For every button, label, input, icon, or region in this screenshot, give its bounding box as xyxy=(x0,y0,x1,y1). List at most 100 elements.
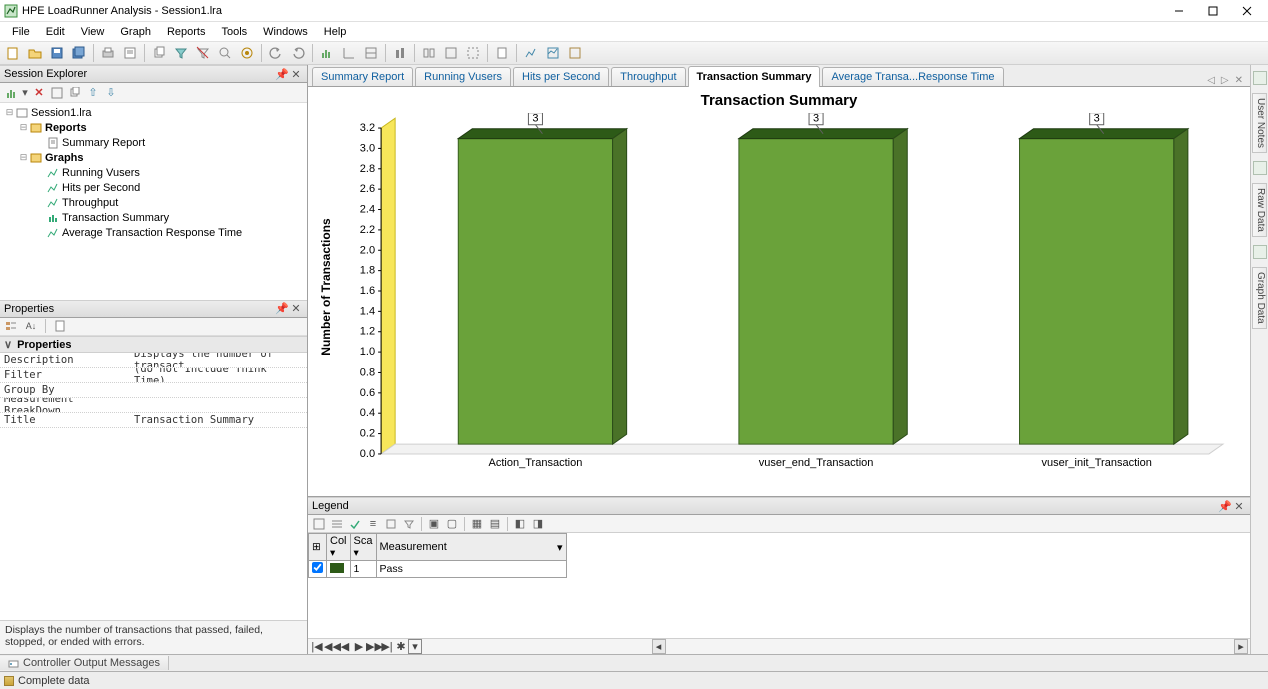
tab-running-vusers[interactable]: Running Vusers xyxy=(415,67,511,86)
prop-row[interactable]: Filter(do not Include Think Time) xyxy=(0,368,307,383)
tool-save-icon[interactable] xyxy=(47,43,67,63)
add-icon[interactable] xyxy=(2,84,20,102)
tool-redo-icon[interactable] xyxy=(288,43,308,63)
legend-tool-icon[interactable] xyxy=(382,515,400,533)
rail-icon[interactable] xyxy=(1253,161,1267,175)
tool-clear-filter-icon[interactable] xyxy=(193,43,213,63)
tree-graph-transaction-summary[interactable]: Transaction Summary xyxy=(0,210,307,225)
tool-graph-c-icon[interactable] xyxy=(565,43,585,63)
legend-tool-icon[interactable]: ≡ xyxy=(364,515,382,533)
tool-export-icon[interactable] xyxy=(492,43,512,63)
tree-graph-running-vusers[interactable]: Running Vusers xyxy=(0,165,307,180)
tab-throughput[interactable]: Throughput xyxy=(611,67,685,86)
tool-options-icon[interactable] xyxy=(237,43,257,63)
rail-user-notes[interactable]: User Notes xyxy=(1252,93,1267,153)
legend-header-measurement[interactable]: Measurement▾ xyxy=(376,534,566,561)
rail-raw-data[interactable]: Raw Data xyxy=(1252,183,1267,237)
tab-next-icon[interactable]: ▷ xyxy=(1218,75,1232,86)
tool-report-icon[interactable] xyxy=(120,43,140,63)
pin-icon[interactable]: 📌 xyxy=(275,68,289,81)
up-icon[interactable]: ⇧ xyxy=(84,84,102,102)
refresh2-icon[interactable] xyxy=(48,84,66,102)
scroll-left-icon[interactable]: ◂ xyxy=(652,639,666,654)
tool-merge-icon[interactable] xyxy=(419,43,439,63)
categorize-icon[interactable] xyxy=(2,317,20,335)
tab-close-icon[interactable]: ✕ xyxy=(1232,75,1246,86)
prop-row[interactable]: Measurement BreakDown xyxy=(0,398,307,413)
tool-chart3-icon[interactable] xyxy=(361,43,381,63)
tab-prev-icon[interactable]: ◁ xyxy=(1204,75,1218,86)
pin-icon[interactable]: 📌 xyxy=(275,302,289,315)
dropdown-icon[interactable]: ▾ xyxy=(20,84,30,102)
legend-header-scale[interactable]: Sca ▾ xyxy=(350,534,376,561)
minimize-button[interactable] xyxy=(1162,1,1196,21)
tool-graph-a-icon[interactable] xyxy=(521,43,541,63)
menu-help[interactable]: Help xyxy=(316,25,355,39)
play-fwd-icon[interactable]: ▶ xyxy=(352,640,366,653)
menu-reports[interactable]: Reports xyxy=(159,25,214,39)
tab-avg-response[interactable]: Average Transa...Response Time xyxy=(822,67,1003,86)
legend-tool-icon[interactable]: ◨ xyxy=(529,515,547,533)
close-panel-icon[interactable]: ✕ xyxy=(1232,500,1246,513)
prop-row[interactable]: TitleTransaction Summary xyxy=(0,413,307,428)
sort-az-icon[interactable]: A↓ xyxy=(22,317,40,335)
menu-view[interactable]: View xyxy=(73,25,113,39)
tool-graph-b-icon[interactable] xyxy=(543,43,563,63)
rail-graph-data[interactable]: Graph Data xyxy=(1252,267,1267,329)
prop-row[interactable]: Group By xyxy=(0,383,307,398)
legend-tool-icon[interactable] xyxy=(328,515,346,533)
play-first-icon[interactable]: |◀ xyxy=(310,640,324,653)
menu-edit[interactable]: Edit xyxy=(38,25,73,39)
legend-tool-icon[interactable] xyxy=(346,515,364,533)
close-panel-icon[interactable]: ✕ xyxy=(289,302,303,315)
tool-chart1-icon[interactable] xyxy=(317,43,337,63)
legend-row[interactable]: 1 Pass xyxy=(309,561,567,578)
close-button[interactable] xyxy=(1230,1,1264,21)
legend-tool-icon[interactable]: ▦ xyxy=(468,515,486,533)
legend-header-corner[interactable]: ⊞ xyxy=(309,534,327,561)
maximize-button[interactable] xyxy=(1196,1,1230,21)
tool-saveall-icon[interactable] xyxy=(69,43,89,63)
legend-tool-icon[interactable]: ◧ xyxy=(511,515,529,533)
toggle-rail-icon[interactable] xyxy=(1253,71,1267,85)
tab-summary-report[interactable]: Summary Report xyxy=(312,67,413,86)
tool-open-icon[interactable] xyxy=(25,43,45,63)
play-star-icon[interactable]: ✱ xyxy=(394,640,408,653)
tree-graph-avg-response[interactable]: Average Transaction Response Time xyxy=(0,225,307,240)
tool-new-icon[interactable] xyxy=(3,43,23,63)
tool-bar-icon[interactable] xyxy=(390,43,410,63)
scroll-right-icon[interactable]: ▸ xyxy=(1234,639,1248,654)
tree-root[interactable]: ⊟ Session1.lra xyxy=(0,105,307,120)
menu-tools[interactable]: Tools xyxy=(213,25,255,39)
tool-select-icon[interactable] xyxy=(463,43,483,63)
legend-tool-icon[interactable]: ▣ xyxy=(425,515,443,533)
delete-icon[interactable]: ✕ xyxy=(30,84,48,102)
tab-hits-per-second[interactable]: Hits per Second xyxy=(513,67,609,86)
rail-icon[interactable] xyxy=(1253,245,1267,259)
menu-graph[interactable]: Graph xyxy=(112,25,159,39)
tool-copy-icon[interactable] xyxy=(149,43,169,63)
tool-cross-icon[interactable] xyxy=(441,43,461,63)
prop-row[interactable]: DescriptionDisplays the number of transa… xyxy=(0,353,307,368)
props-page-icon[interactable] xyxy=(51,317,69,335)
bottom-tab-output[interactable]: Controller Output Messages xyxy=(0,656,169,670)
copy2-icon[interactable] xyxy=(66,84,84,102)
play-dd-icon[interactable]: ▾ xyxy=(408,639,422,654)
tool-print-icon[interactable] xyxy=(98,43,118,63)
play-last-icon[interactable]: ▶| xyxy=(380,640,394,653)
legend-row-checkbox[interactable] xyxy=(312,562,323,573)
menu-file[interactable]: File xyxy=(4,25,38,39)
menu-windows[interactable]: Windows xyxy=(255,25,316,39)
legend-tool-icon[interactable]: ▤ xyxy=(486,515,504,533)
tree-graphs[interactable]: ⊟ Graphs xyxy=(0,150,307,165)
tool-find-icon[interactable] xyxy=(215,43,235,63)
tab-transaction-summary[interactable]: Transaction Summary xyxy=(688,66,821,87)
tree-graph-hits[interactable]: Hits per Second xyxy=(0,180,307,195)
tool-filter-icon[interactable] xyxy=(171,43,191,63)
tree-summary-report[interactable]: Summary Report xyxy=(0,135,307,150)
legend-header-col[interactable]: Col ▾ xyxy=(327,534,351,561)
play-next-icon[interactable]: ▶▶ xyxy=(366,640,380,653)
legend-tool-icon[interactable] xyxy=(400,515,418,533)
play-prev-icon[interactable]: ◀◀ xyxy=(324,640,338,653)
tree-reports[interactable]: ⊟ Reports xyxy=(0,120,307,135)
